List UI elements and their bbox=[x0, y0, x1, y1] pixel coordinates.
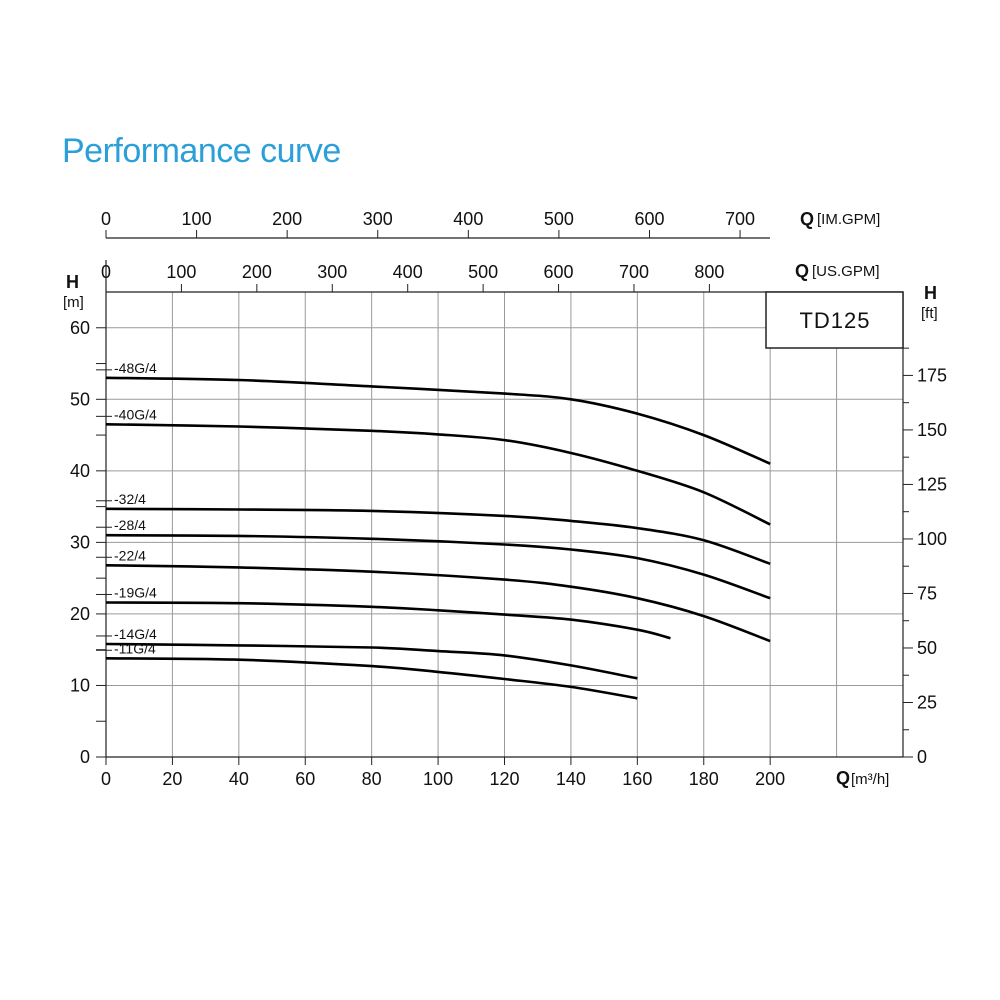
curve-label: -32/4 bbox=[114, 491, 146, 507]
y-left-tick-label: 60 bbox=[70, 318, 90, 338]
y-right-tick-label: 125 bbox=[917, 474, 947, 494]
us-gpm-tick-label: 500 bbox=[468, 262, 498, 282]
y-left-tick-label: 40 bbox=[70, 461, 90, 481]
us-gpm-tick-label: 0 bbox=[101, 262, 111, 282]
x-tick-label: 40 bbox=[229, 769, 249, 789]
x-tick-label: 0 bbox=[101, 769, 111, 789]
x-tick-label: 20 bbox=[162, 769, 182, 789]
y-right-tick-label: 75 bbox=[917, 583, 937, 603]
us-gpm-tick-label: 700 bbox=[619, 262, 649, 282]
im-gpm-axis-unit: [IM.GPM] bbox=[817, 211, 880, 228]
us-gpm-axis-unit: [US.GPM] bbox=[812, 263, 880, 280]
y-right-tick-label: 50 bbox=[917, 638, 937, 658]
x-axis-label: Q bbox=[836, 768, 850, 788]
model-label: TD125 bbox=[799, 308, 870, 333]
us-gpm-axis-label: Q bbox=[795, 261, 809, 281]
im-gpm-tick-label: 0 bbox=[101, 209, 111, 229]
im-gpm-tick-label: 400 bbox=[453, 209, 483, 229]
model-box: TD125 bbox=[765, 291, 904, 349]
curve-label: -19G/4 bbox=[114, 584, 157, 600]
y-right-tick-label: 0 bbox=[917, 747, 927, 767]
curve-40g-4 bbox=[105, 423, 771, 526]
y-left-tick-label: 50 bbox=[70, 389, 90, 409]
us-gpm-tick-label: 200 bbox=[242, 262, 272, 282]
x-axis-unit: [m³/h] bbox=[851, 771, 889, 788]
x-tick-label: 140 bbox=[556, 769, 586, 789]
x-tick-label: 180 bbox=[689, 769, 719, 789]
y-left-axis-unit: [m] bbox=[63, 294, 84, 311]
curve-label: -48G/4 bbox=[114, 360, 157, 376]
label-layer: -48G/4 -40G/4 -32/4 -28/4 -22/4 -19G/4 -14G/4-… bbox=[96, 360, 157, 656]
us-gpm-tick-label: 400 bbox=[393, 262, 423, 282]
y-right-axis-unit: [ft] bbox=[921, 305, 938, 322]
page-title: Performance curve bbox=[62, 132, 341, 170]
y-left-tick-label: 10 bbox=[70, 675, 90, 695]
im-gpm-tick-label: 500 bbox=[544, 209, 574, 229]
y-left-tick-label: 20 bbox=[70, 604, 90, 624]
im-gpm-tick-label: 100 bbox=[182, 209, 212, 229]
curve-label: -28/4 bbox=[114, 517, 146, 533]
x-tick-label: 160 bbox=[622, 769, 652, 789]
curve-28-4 bbox=[105, 533, 771, 600]
im-gpm-axis-label: Q bbox=[800, 209, 814, 229]
us-gpm-tick-label: 300 bbox=[317, 262, 347, 282]
y-left-tick-label: 30 bbox=[70, 532, 90, 552]
grid-layer bbox=[105, 292, 904, 757]
curve-label: -14G/4 bbox=[114, 626, 157, 642]
x-tick-label: 200 bbox=[755, 769, 785, 789]
x-tick-label: 60 bbox=[295, 769, 315, 789]
curve-layer bbox=[105, 376, 771, 700]
y-right-axis-label: H bbox=[924, 283, 937, 303]
x-tick-label: 120 bbox=[489, 769, 519, 789]
y-left-axis-label: H bbox=[66, 272, 79, 292]
y-left-tick-label: 0 bbox=[80, 747, 90, 767]
curve-22-4 bbox=[105, 564, 771, 643]
model-box-frame bbox=[765, 291, 904, 349]
y-right-tick-label: 150 bbox=[917, 420, 947, 440]
curve-label: -11G/4 bbox=[114, 640, 156, 656]
im-gpm-tick-label: 200 bbox=[272, 209, 302, 229]
y-right-tick-label: 175 bbox=[917, 365, 947, 385]
im-gpm-tick-label: 700 bbox=[725, 209, 755, 229]
curve-label: -22/4 bbox=[114, 547, 146, 563]
curve-14g-4 bbox=[105, 642, 638, 680]
us-gpm-tick-label: 600 bbox=[544, 262, 574, 282]
x-tick-label: 80 bbox=[362, 769, 382, 789]
curve-48g-4 bbox=[105, 376, 771, 465]
curve-label: -40G/4 bbox=[114, 406, 157, 422]
us-gpm-tick-label: 100 bbox=[166, 262, 196, 282]
y-right-tick-label: 100 bbox=[917, 529, 947, 549]
curve-11g-4 bbox=[105, 657, 638, 700]
im-gpm-tick-label: 600 bbox=[634, 209, 664, 229]
us-gpm-tick-label: 800 bbox=[694, 262, 724, 282]
y-right-tick-label: 25 bbox=[917, 692, 937, 712]
im-gpm-tick-label: 300 bbox=[363, 209, 393, 229]
x-tick-label: 100 bbox=[423, 769, 453, 789]
curve-32-4 bbox=[105, 507, 771, 566]
curve-19g-4 bbox=[105, 601, 671, 640]
